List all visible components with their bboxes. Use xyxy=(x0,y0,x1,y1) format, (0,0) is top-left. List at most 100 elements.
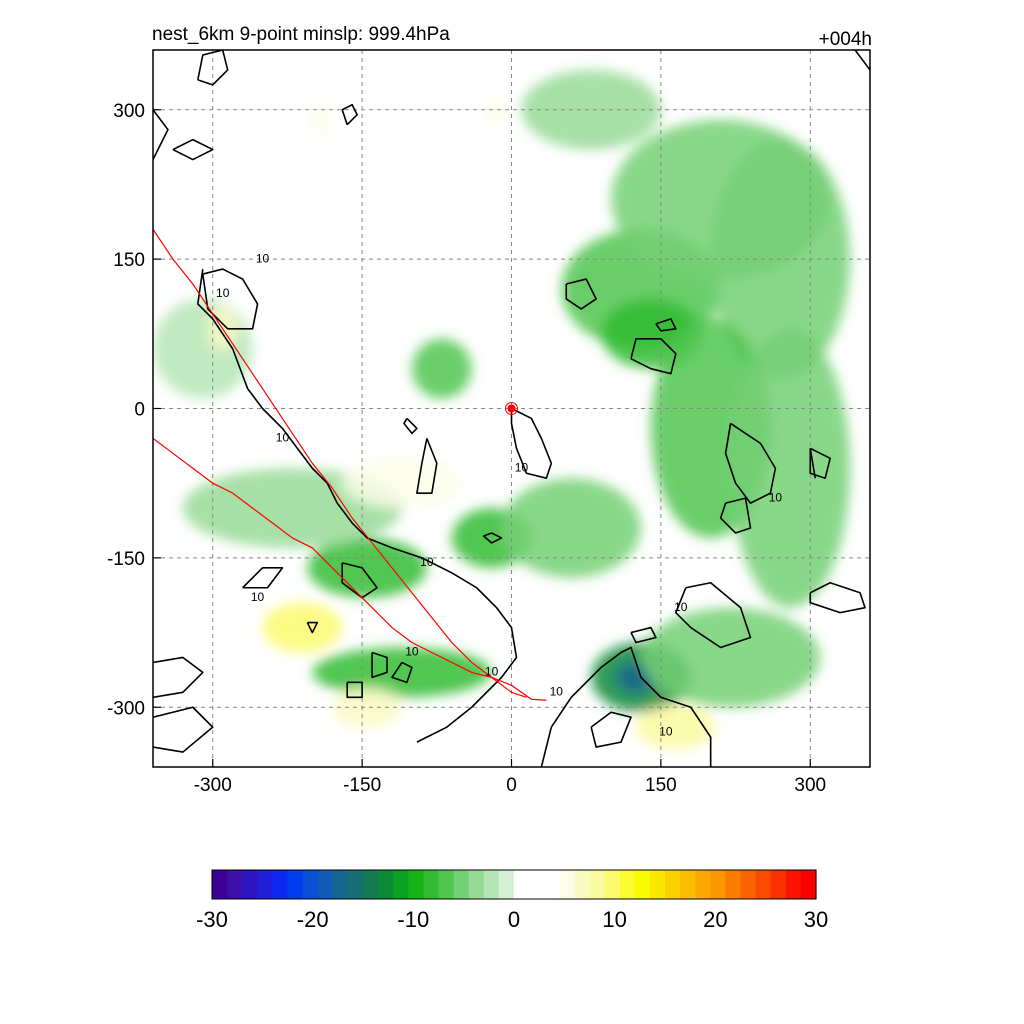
x-tick-label-2: 0 xyxy=(506,775,517,796)
contour-label-1: 10 xyxy=(256,251,270,265)
anomaly-blob-14 xyxy=(640,607,821,708)
boundary-line-0 xyxy=(153,228,527,698)
y-tick-label-3: -150 xyxy=(107,549,145,570)
colorbar-frame xyxy=(211,869,817,900)
colorbar-swatch-0 xyxy=(212,870,228,899)
colorbar: -30 -20 -10 0 10 20 30 xyxy=(196,869,828,932)
contour-line-1 xyxy=(197,268,518,743)
colorbar-swatch-11 xyxy=(378,870,394,899)
colorbar-swatch-13 xyxy=(408,870,424,899)
y-tick-label-0: 300 xyxy=(113,101,145,122)
colorbar-swatch-6 xyxy=(302,870,319,899)
contour-line-26 xyxy=(197,50,229,86)
contour-line-7 xyxy=(341,562,378,599)
anomaly-blob-6 xyxy=(411,338,472,399)
contour-label-0: 10 xyxy=(216,286,230,300)
colorbar-swatch-18 xyxy=(483,870,500,899)
colorbar-swatch-24 xyxy=(574,870,591,899)
colorbar-swatch-20 xyxy=(514,870,530,899)
colorbar-swatch-23 xyxy=(559,870,575,899)
colorbar-swatch-27 xyxy=(619,870,636,899)
colorbar-tick-label-2: -10 xyxy=(397,907,429,932)
colorbar-tick-label-5: 20 xyxy=(703,907,727,932)
colorbar-swatch-37 xyxy=(770,870,787,899)
contour-line-24 xyxy=(809,448,817,479)
colorbar-swatch-3 xyxy=(257,870,273,899)
contour-line-14 xyxy=(590,711,632,748)
y-tick-label-4: -300 xyxy=(107,698,145,719)
plot-area: 10 10 10 10 10 10 10 10 10 10 10 10 xyxy=(152,49,871,768)
colorbar-swatch-17 xyxy=(468,870,485,899)
anomaly-blob-16 xyxy=(521,69,661,150)
anomaly-blob-15 xyxy=(153,298,253,399)
contour-line-21 xyxy=(630,337,677,375)
colorbar-swatch-14 xyxy=(423,870,440,899)
contour-line-9 xyxy=(391,661,413,684)
y-tick-label-1: 150 xyxy=(113,250,145,271)
colorbar-swatch-8 xyxy=(332,870,349,899)
colorbar-tick-label-3: 0 xyxy=(508,907,520,932)
contour-label-4: 10 xyxy=(420,555,434,569)
colorbar-swatch-26 xyxy=(604,870,621,899)
colorbar-tick-label-4: 10 xyxy=(602,907,626,932)
contour-label-9: 10 xyxy=(659,724,673,738)
colorbar-swatch-33 xyxy=(710,870,726,899)
colorbar-swatch-31 xyxy=(680,870,696,899)
contour-label-11: 10 xyxy=(769,490,783,504)
center-marker-ring xyxy=(505,402,518,415)
contour-line-17 xyxy=(724,422,777,504)
contour-lines xyxy=(153,50,870,767)
contour-line-29 xyxy=(153,109,169,160)
contour-line-5 xyxy=(482,532,503,544)
colorbar-swatch-25 xyxy=(589,870,606,899)
contour-line-27 xyxy=(172,138,214,161)
contour-line-23 xyxy=(655,318,677,332)
contour-line-30 xyxy=(306,621,319,634)
colorbar-swatch-38 xyxy=(785,870,802,899)
x-tick-label-1: -150 xyxy=(343,775,381,796)
contour-line-2 xyxy=(510,407,553,480)
contour-label-3: 10 xyxy=(515,460,529,474)
anomaly-blob-23 xyxy=(484,104,509,125)
contour-label-10: 10 xyxy=(674,600,688,614)
colorbar-swatch-28 xyxy=(634,870,651,899)
colorbar-swatch-2 xyxy=(242,870,258,899)
contour-line-16 xyxy=(630,626,657,644)
colorbar-swatch-32 xyxy=(695,870,711,899)
x-tick-label-3: 150 xyxy=(645,775,677,796)
colorbar-swatch-5 xyxy=(287,870,304,899)
anomaly-blob-18 xyxy=(332,687,402,728)
anomaly-blob-20 xyxy=(342,458,462,509)
colorbar-swatch-30 xyxy=(665,870,681,899)
colorbar-swatch-21 xyxy=(529,870,545,899)
colorbar-tick-label-0: -30 xyxy=(196,907,228,932)
boundary-lines xyxy=(153,228,547,701)
colorbar-swatch-1 xyxy=(227,870,243,899)
colorbar-swatch-15 xyxy=(438,870,455,899)
colorbar-swatch-36 xyxy=(755,870,772,899)
colorbar-swatch-12 xyxy=(393,870,409,899)
contour-line-25 xyxy=(854,50,870,71)
y-axis-ticks: 300 150 0 -150 -300 xyxy=(107,101,161,719)
colorbar-tick-label-6: 30 xyxy=(804,907,828,932)
colorbar-swatch-39 xyxy=(800,870,817,899)
center-marker-dot xyxy=(507,404,516,413)
anomaly-blob-9 xyxy=(307,537,427,598)
anomaly-blob-5 xyxy=(730,328,851,608)
contour-line-19 xyxy=(809,447,831,480)
colorbar-swatch-34 xyxy=(725,870,742,899)
contour-line-10 xyxy=(346,681,363,699)
colorbar-swatch-10 xyxy=(363,870,379,899)
colorbar-swatch-22 xyxy=(544,870,560,899)
boundary-line-1 xyxy=(153,437,547,701)
contour-line-20 xyxy=(809,581,866,614)
storm-center-marker xyxy=(505,402,518,415)
contour-label-8: 10 xyxy=(550,684,564,698)
colorbar-swatch-16 xyxy=(453,870,470,899)
contour-line-12 xyxy=(153,706,214,753)
anomaly-blob-21 xyxy=(635,705,716,750)
x-axis-ticks: -300 -150 0 150 300 xyxy=(194,759,826,796)
colorbar-swatch-19 xyxy=(498,870,515,899)
contour-labels: 10 10 10 10 10 10 10 10 10 10 10 10 xyxy=(216,251,782,738)
